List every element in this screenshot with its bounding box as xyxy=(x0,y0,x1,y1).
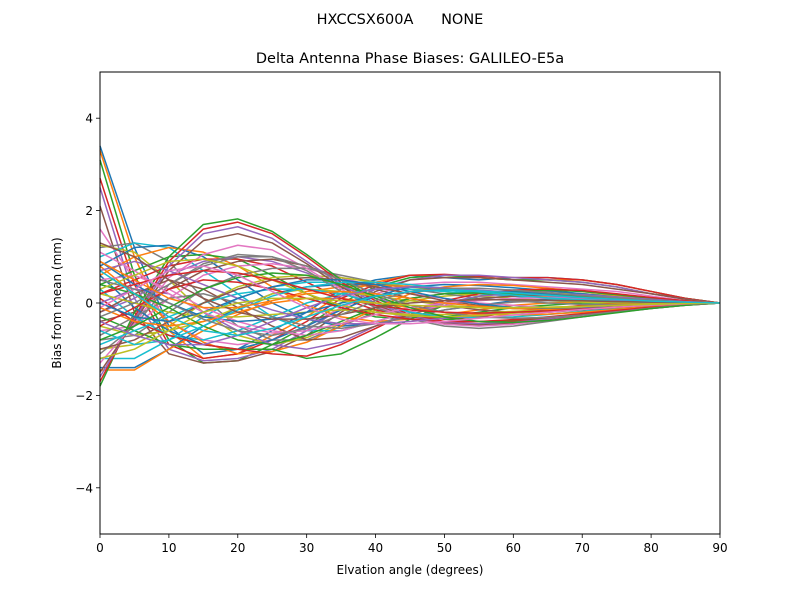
y-axis-label: Bias from mean (mm) xyxy=(50,237,64,368)
series-line-s60 xyxy=(99,270,721,337)
series-layer xyxy=(99,145,721,387)
x-tick-label: 0 xyxy=(96,541,104,555)
y-tick-label: 0 xyxy=(85,297,93,311)
series-line-s44 xyxy=(99,279,721,327)
chart-title: Delta Antenna Phase Biases: GALILEO-E5a xyxy=(256,51,564,67)
chart-suptitle: HXCCSX600A NONE xyxy=(317,12,484,28)
series-line-s4 xyxy=(99,178,721,360)
x-axis: 0 10 20 30 40 50 60 70 80 90 xyxy=(96,534,728,555)
x-tick-label: 30 xyxy=(299,541,314,555)
x-tick-label: 80 xyxy=(643,541,658,555)
x-axis-label: Elvation angle (degrees) xyxy=(337,563,484,577)
x-tick-label: 50 xyxy=(437,541,452,555)
x-tick-label: 20 xyxy=(230,541,245,555)
y-tick-label: 4 xyxy=(85,112,93,126)
x-tick-label: 40 xyxy=(368,541,383,555)
y-axis: −4 −2 0 2 4 xyxy=(75,112,100,495)
series-line-s59 xyxy=(99,297,721,360)
series-line-s6 xyxy=(99,205,721,364)
x-tick-label: 60 xyxy=(506,541,521,555)
series-line-s57 xyxy=(99,265,721,325)
series-line-s56 xyxy=(99,242,721,320)
x-tick-label: 90 xyxy=(712,541,727,555)
x-tick-label: 10 xyxy=(161,541,176,555)
x-tick-label: 70 xyxy=(575,541,590,555)
y-tick-label: −2 xyxy=(75,389,93,403)
y-tick-label: −4 xyxy=(75,481,93,495)
series-line-s53 xyxy=(99,272,721,341)
y-tick-label: 2 xyxy=(85,204,93,218)
